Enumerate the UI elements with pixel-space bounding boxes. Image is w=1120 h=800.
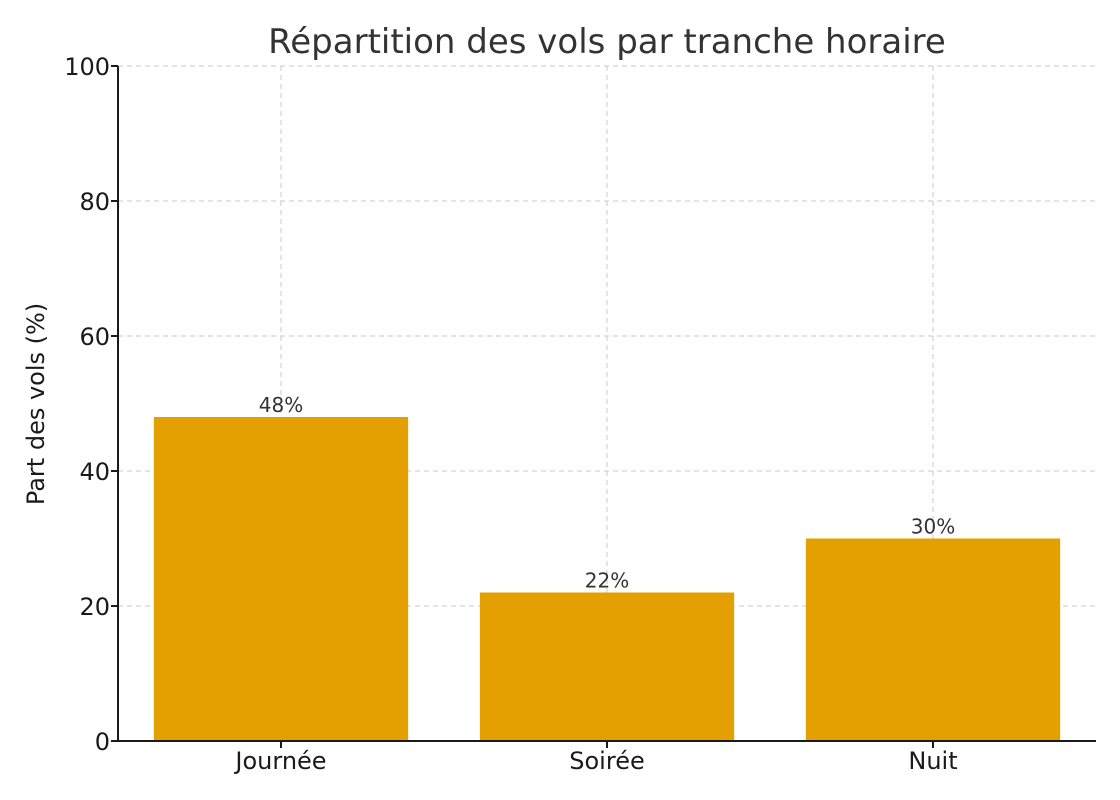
- bar: [479, 592, 735, 741]
- bar: [153, 417, 409, 741]
- bar-value-label: 22%: [585, 569, 629, 593]
- x-tick-label: Soirée: [569, 747, 644, 775]
- bar: [805, 538, 1061, 741]
- y-tick-label: 80: [79, 188, 110, 216]
- data-labels: 48% 22% 30%: [259, 393, 955, 593]
- y-tick-label: 0: [95, 728, 110, 756]
- chart-title: Répartition des vols par tranche horaire: [268, 22, 946, 62]
- bars: [153, 417, 1061, 741]
- y-tick-label: 60: [79, 323, 110, 351]
- y-tick-label: 40: [79, 458, 110, 486]
- bar-value-label: 30%: [911, 515, 955, 539]
- x-axis-ticks: Journée Soirée Nuit: [233, 741, 958, 775]
- y-tick-label: 100: [64, 53, 110, 81]
- y-axis-ticks: 0 20 40 60 80 100: [64, 53, 118, 756]
- x-tick-label: Nuit: [908, 747, 957, 775]
- y-tick-label: 20: [79, 593, 110, 621]
- y-axis-label: Part des vols (%): [22, 303, 50, 505]
- x-tick-label: Journée: [233, 747, 326, 775]
- bar-value-label: 48%: [259, 393, 303, 417]
